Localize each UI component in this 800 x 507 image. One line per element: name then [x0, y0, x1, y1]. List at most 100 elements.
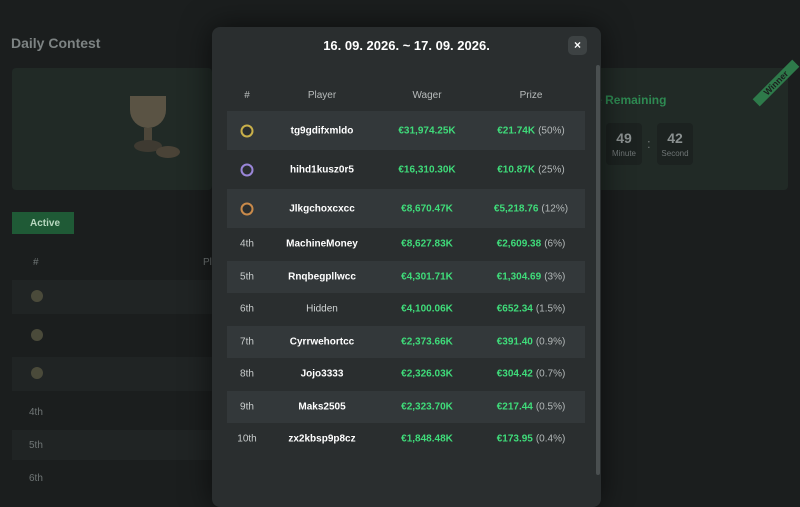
- countdown-unit: Minute: [611, 149, 636, 158]
- prize: €652.34 (1.5%): [497, 304, 566, 315]
- prize-amount: €5,218.76: [493, 203, 539, 214]
- close-button[interactable]: ×: [568, 36, 587, 55]
- prize-share: (0.4%): [535, 433, 566, 445]
- player-name: tg9gdifxmldo: [290, 125, 354, 136]
- prize-share: (0.9%): [535, 336, 566, 348]
- wager: €2,326.03K: [401, 368, 453, 380]
- bg-rank: 4th: [29, 407, 43, 418]
- prize-share: (0.5%): [535, 401, 566, 413]
- bg-header-rank: #: [33, 257, 39, 268]
- column-header: Wager: [412, 90, 442, 101]
- player-name: zx2kbsp9p8cz: [288, 433, 356, 445]
- bg-medal: [31, 367, 43, 379]
- wager: €8,627.83K: [401, 238, 453, 250]
- prize: €304.42 (0.7%): [497, 369, 566, 380]
- column-header: #: [244, 90, 250, 101]
- wager: €8,670.47K: [401, 203, 453, 214]
- wager: €31,974.25K: [398, 125, 456, 136]
- prize-amount: €304.42: [496, 368, 533, 380]
- rank: 4th: [240, 238, 254, 250]
- trophy-icon: [130, 96, 180, 158]
- player-name: Cyrrwehortcc: [289, 336, 355, 348]
- table-row: Jlkgchoxcxcc €8,670.47K €5,218.76 (12%): [227, 189, 585, 228]
- prize-amount: €1,304.69: [496, 271, 542, 283]
- rank: 6th: [240, 303, 254, 315]
- table-row: hihd1kusz0r5 €16,310.30K €10.87K (25%): [227, 150, 585, 189]
- table-row: 4th MachineMoney €8,627.83K €2,609.38 (6%): [227, 228, 585, 261]
- rank: 5th: [240, 271, 254, 283]
- player-name: Rnqbegpllwcc: [288, 271, 356, 283]
- rank-medal: [240, 124, 254, 137]
- prize: €391.40 (0.9%): [497, 336, 566, 347]
- prize: €10.87K (25%): [497, 164, 565, 175]
- table-row: 9th Maks2505 €2,323.70K €217.44 (0.5%): [227, 390, 585, 423]
- prize-share: (12%): [541, 203, 569, 214]
- column-header: Prize: [519, 90, 543, 101]
- prize-amount: €217.44: [496, 401, 533, 413]
- prize-amount: €10.87K: [497, 164, 536, 175]
- prize-share: (25%): [538, 164, 565, 175]
- colon: :: [647, 136, 651, 151]
- countdown-box: [606, 123, 642, 165]
- prize-amount: €391.40: [496, 336, 533, 348]
- prize-amount: €2,609.38: [496, 238, 542, 250]
- wager: €2,323.70K: [401, 401, 453, 413]
- status-label: Active: [30, 218, 61, 229]
- table-row: tg9gdifxmldo €31,974.25K €21.74K (50%): [227, 111, 585, 150]
- modal-title: 16. 09. 2026. ~ 17. 09. 2026.: [323, 38, 490, 53]
- table-row: 6th Hidden €4,100.06K €652.34 (1.5%): [227, 293, 585, 326]
- prize-share: (1.5%): [535, 303, 566, 315]
- rank-medal: [240, 163, 254, 176]
- trophy-card: [12, 68, 212, 190]
- player-name: Maks2505: [298, 401, 346, 413]
- table-row: 5th Rnqbegpllwcc €4,301.71K €1,304.69 (3%): [227, 260, 585, 293]
- rank: 8th: [240, 368, 254, 380]
- bg-rank: 6th: [29, 473, 43, 484]
- bg-rank: 5th: [29, 440, 43, 451]
- player-name: hihd1kusz0r5: [290, 164, 354, 175]
- prize-share: (50%): [538, 125, 565, 136]
- player-name: Hidden: [306, 303, 338, 315]
- prize: €21.74K (50%): [497, 125, 565, 136]
- prize-amount: €652.34: [496, 303, 533, 315]
- rank: 10th: [237, 433, 257, 445]
- table-row: 10th zx2kbsp9p8cz €1,848.48K €173.95 (0.4%): [227, 423, 585, 456]
- bg-row: [12, 430, 212, 460]
- bg-row: [12, 280, 212, 314]
- wager: €16,310.30K: [398, 164, 456, 175]
- bg-medal: [31, 329, 43, 341]
- column-header: Player: [307, 90, 337, 101]
- table-row: 8th Jojo3333 €2,326.03K €304.42 (0.7%): [227, 358, 585, 391]
- rank: 7th: [240, 336, 254, 348]
- table-row: 7th Cyrrwehortcc €2,373.66K €391.40 (0.9%): [227, 325, 585, 358]
- wager: €2,373.66K: [401, 336, 453, 348]
- prize: €2,609.38 (6%): [497, 239, 566, 250]
- modal: 16. 09. 2026. ~ 17. 09. 2026. × # Player…: [212, 27, 601, 507]
- page-title: Daily Contest: [11, 35, 101, 51]
- countdown-value: 42: [667, 130, 683, 146]
- prize: €1,304.69 (3%): [497, 271, 566, 282]
- prize-share: (0.7%): [535, 368, 566, 380]
- player-name: Jlkgchoxcxcc: [289, 203, 355, 214]
- prize-share: (3%): [544, 271, 566, 283]
- countdown-unit: Second: [661, 149, 689, 158]
- scrollbar: [596, 65, 600, 475]
- rank: 9th: [240, 401, 254, 413]
- player-name: MachineMoney: [286, 238, 358, 250]
- wager: €1,848.48K: [401, 433, 453, 445]
- prize-amount: €21.74K: [497, 125, 536, 136]
- prize: €173.95 (0.4%): [497, 434, 566, 445]
- player-name: Jojo3333: [300, 368, 344, 380]
- countdown-value: 49: [616, 130, 632, 146]
- status-tag: [12, 212, 74, 234]
- bg-row: [12, 357, 212, 391]
- prize-amount: €173.95: [496, 433, 533, 445]
- prize-share: (6%): [544, 238, 566, 250]
- wager: €4,301.71K: [401, 271, 453, 283]
- prize: €217.44 (0.5%): [497, 401, 566, 412]
- wager: €4,100.06K: [401, 303, 453, 315]
- prize: €5,218.76 (12%): [494, 203, 568, 214]
- countdown-box: [657, 123, 693, 165]
- bg-medal: [31, 290, 43, 302]
